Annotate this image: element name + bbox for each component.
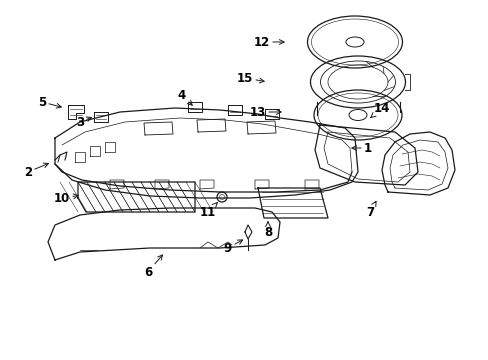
Text: 3: 3: [76, 116, 91, 129]
Text: 6: 6: [143, 255, 162, 279]
Text: 8: 8: [264, 222, 271, 239]
Text: 14: 14: [370, 102, 389, 118]
Text: 9: 9: [224, 240, 242, 255]
Text: 7: 7: [365, 201, 375, 219]
Text: 4: 4: [178, 89, 192, 105]
Text: 15: 15: [236, 72, 264, 85]
Text: 10: 10: [54, 192, 78, 204]
Text: 2: 2: [24, 163, 48, 179]
Text: 11: 11: [200, 203, 217, 219]
Text: 1: 1: [351, 141, 371, 154]
Text: 5: 5: [38, 95, 61, 108]
Text: 13: 13: [249, 105, 281, 118]
Text: 12: 12: [253, 36, 284, 49]
